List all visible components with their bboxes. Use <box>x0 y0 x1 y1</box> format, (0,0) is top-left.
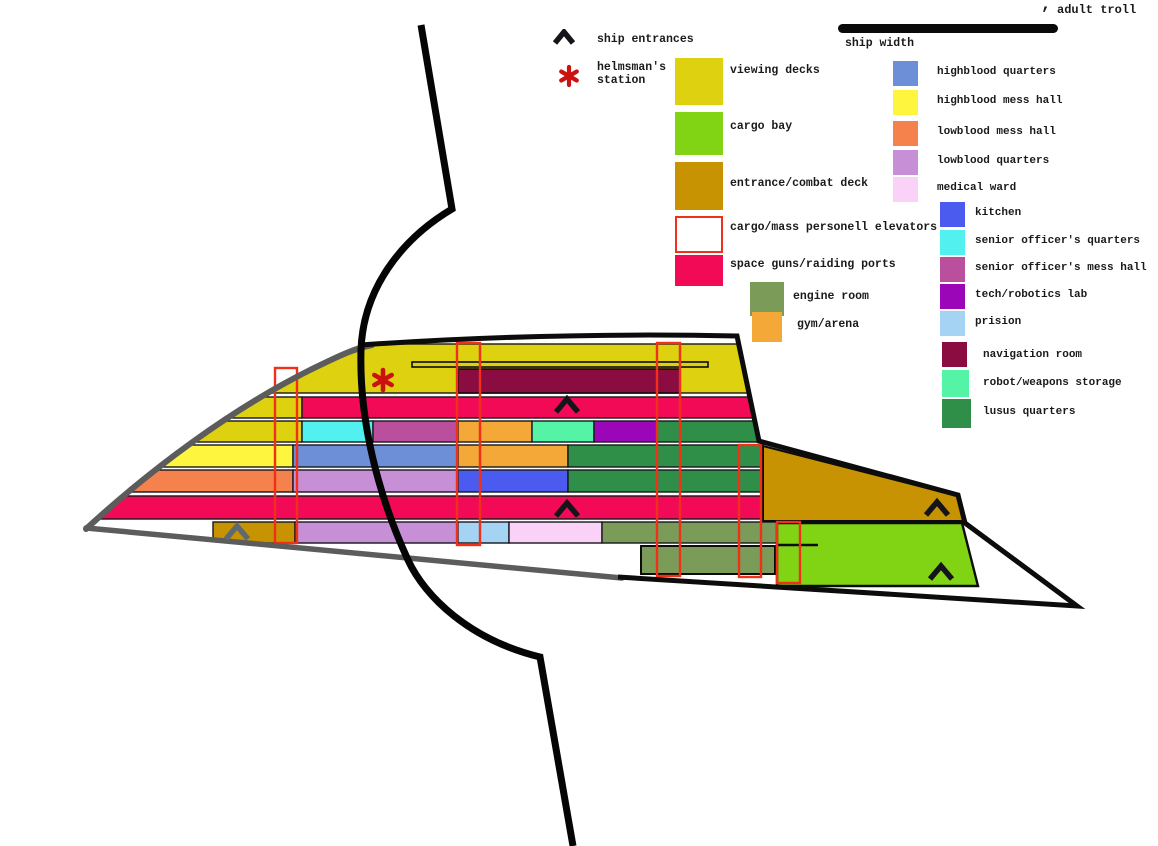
deck-segment-lusus_quarters <box>567 444 764 468</box>
legend-swatch-robot_weapons <box>942 370 969 397</box>
legend-swatch-lusus_quarters <box>942 399 971 428</box>
elevator-shaft <box>737 443 763 579</box>
helmsman-label-line2: station <box>597 74 646 87</box>
deck-segment-lusus_quarters <box>656 420 764 443</box>
deck-segment-senior_officers_quarters <box>301 420 374 443</box>
entrance-chevron-icon <box>927 561 955 581</box>
legend-label-engine_room: engine room <box>793 290 869 303</box>
legend-label-kitchen: kitchen <box>975 207 1022 219</box>
ship-entrance-icon <box>552 29 576 45</box>
deck-segment-viewing_decks <box>86 420 303 443</box>
hull-outline-black <box>359 332 1086 610</box>
legend-swatch-combat_deck <box>675 162 723 210</box>
ship-width-label: ship width <box>845 37 915 50</box>
legend-swatch-senior_officers_quarters <box>940 230 965 255</box>
helmsman-station-mark <box>372 367 394 393</box>
deck-segment-gym <box>457 420 533 443</box>
legend-swatch-highblood_quarters <box>893 61 918 86</box>
legend-swatch-tech_lab <box>940 284 965 309</box>
legend-label-lusus_quarters: lusus quarters <box>983 406 1076 418</box>
deck-segment-space_guns <box>301 396 765 419</box>
legend-label-medical_ward: medical ward <box>937 182 1017 194</box>
helmsman-station-icon <box>559 64 579 88</box>
legend-swatch-lowblood_mess <box>893 121 918 146</box>
deck-segment-tech_lab <box>593 420 658 443</box>
ship-width-profile-line <box>357 24 577 846</box>
legend-label-navigation_room: navigation room <box>983 349 1083 361</box>
deck-segment-senior_officers_mess <box>372 420 459 443</box>
navigation-room-block <box>457 368 681 394</box>
hull-outline-nose-gray <box>83 342 375 532</box>
legend-label-lowblood_quarters: lowblood quarters <box>937 155 1050 167</box>
elevator-shaft <box>655 341 682 578</box>
ship-width-bar <box>838 24 1058 33</box>
elevator-shaft <box>455 341 482 547</box>
entrance-chevron-icon <box>923 497 951 517</box>
legend-label-highblood_mess: highblood mess hall <box>937 95 1063 107</box>
entrance-chevron-icon <box>553 394 581 414</box>
legend-label-viewing_decks: viewing decks <box>730 64 820 77</box>
deck-segment-viewing_decks <box>86 396 303 419</box>
legend-label-space_guns: space guns/raiding ports <box>730 258 896 271</box>
legend-swatch-cargo_bay <box>675 112 723 155</box>
deck-segment-kitchen <box>457 469 569 493</box>
legend-label-tech_lab: tech/robotics lab <box>975 289 1088 301</box>
legend-swatch-kitchen <box>940 202 965 227</box>
legend-swatch-engine_room <box>750 282 784 316</box>
legend-label-cargo_bay: cargo bay <box>730 120 793 133</box>
deck-segment-prision <box>457 521 510 544</box>
deck-segment-space_guns <box>86 495 764 520</box>
legend-swatch-lowblood_quarters <box>893 150 918 175</box>
legend-swatch-gym <box>752 312 782 342</box>
deck-segment-engine_room <box>601 521 778 544</box>
legend-swatch-highblood_mess <box>893 90 918 115</box>
deck-segment-robot_weapons <box>531 420 595 443</box>
hull-outline-bottom-gray <box>83 525 625 581</box>
legend-label-highblood_quarters: highblood quarters <box>937 66 1056 78</box>
legend-label-elevators: cargo/mass personell elevators <box>730 221 938 234</box>
legend-label-lowblood_mess: lowblood mess hall <box>937 126 1056 138</box>
legend-label-robot_weapons: robot/weapons storage <box>983 377 1122 389</box>
legend-swatch-space_guns <box>675 255 723 286</box>
legend-swatch-prision <box>940 311 965 336</box>
legend-swatch-elevators <box>675 216 723 253</box>
legend-swatch-navigation_room <box>942 342 967 367</box>
deck-segment-lowblood_mess <box>86 469 294 493</box>
legend-label-senior_officers_quarters: senior officer's quarters <box>975 235 1141 247</box>
engine-room-lower-block <box>640 545 776 575</box>
deck-segment-lowblood_quarters <box>294 521 459 544</box>
legend-label-combat_deck: entrance/combat deck <box>730 177 869 190</box>
entrance-chevron-icon <box>223 521 251 541</box>
adult-troll-scale-mark: , <box>1041 0 1052 15</box>
adult-troll-label: adult troll <box>1057 3 1137 17</box>
elevator-shaft <box>775 520 802 585</box>
deck-segment-medical_ward <box>508 521 603 544</box>
legend-label-prision: prision <box>975 316 1022 328</box>
legend-label-senior_officers_mess: senior officer's mess hall <box>975 262 1147 274</box>
legend-label-gym: gym/arena <box>797 318 860 331</box>
ship-entrances-label: ship entrances <box>597 33 694 46</box>
legend-swatch-senior_officers_mess <box>940 257 965 282</box>
elevator-shaft <box>273 366 299 545</box>
deck-segment-gym <box>457 444 569 468</box>
legend-swatch-medical_ward <box>893 177 918 202</box>
deck-segment-lusus_quarters <box>567 469 764 493</box>
entrance-chevron-icon <box>553 498 581 518</box>
legend-swatch-viewing_decks <box>675 58 723 105</box>
viewing-slot <box>411 361 709 368</box>
helmsman-label-line1: helmsman's <box>597 61 667 74</box>
